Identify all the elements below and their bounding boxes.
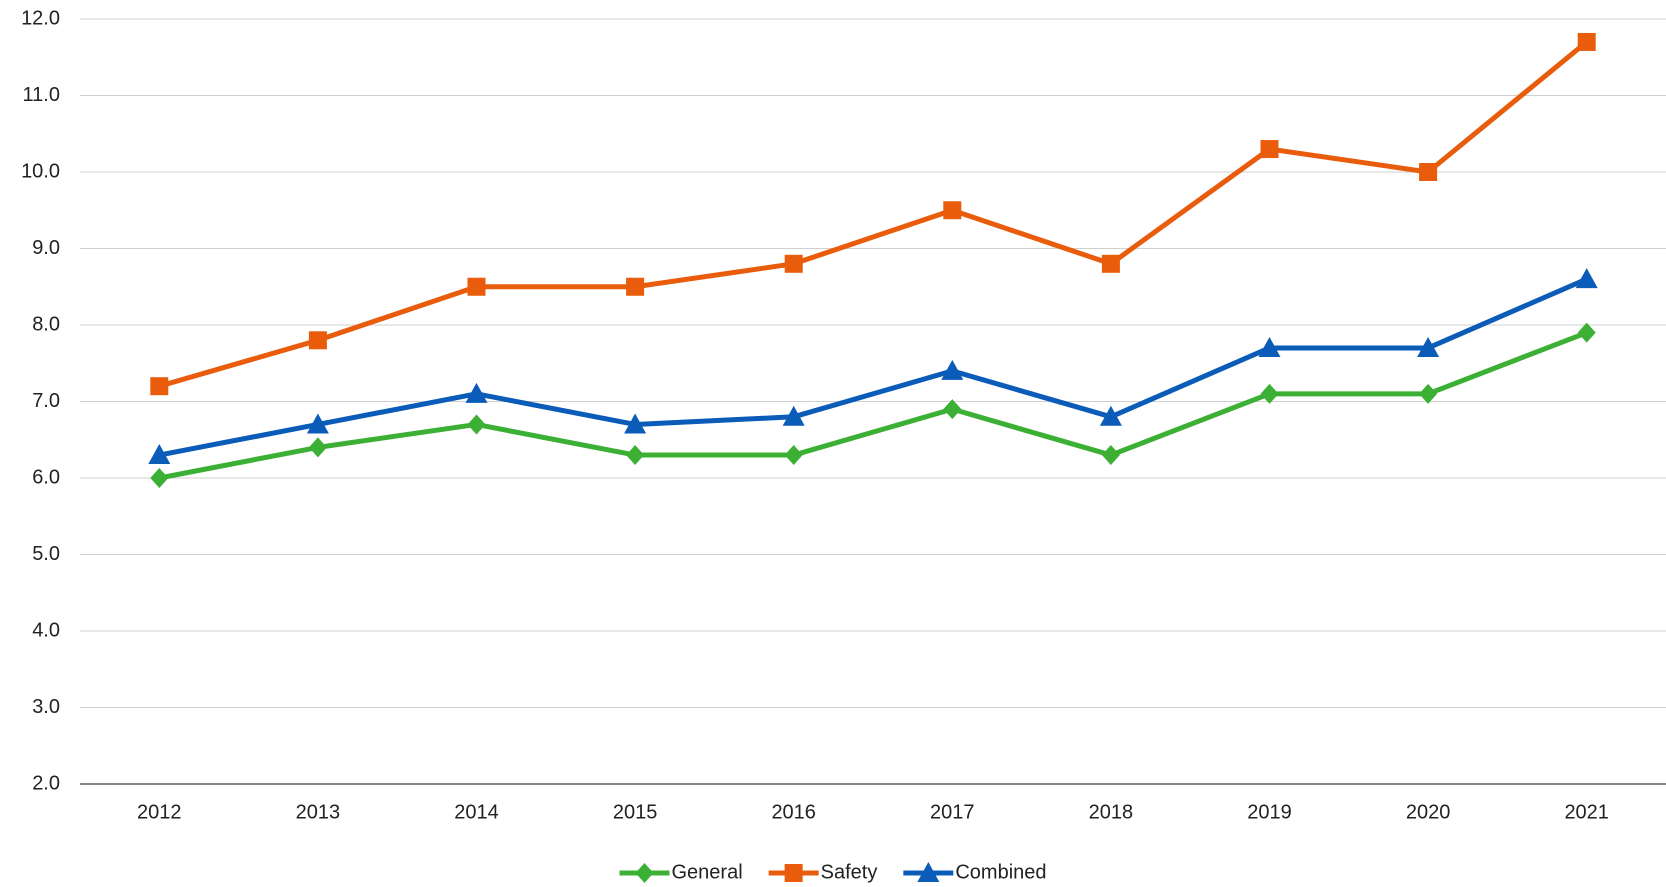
data-point [784,254,803,273]
data-point [465,382,488,403]
y-tick-label: 2.0 [32,772,60,794]
data-point [1577,32,1596,51]
y-tick-label: 4.0 [32,619,60,641]
x-tick-label: 2015 [613,801,658,823]
data-point [308,437,327,458]
data-point [308,331,327,350]
data-point [941,359,964,380]
data-point [150,377,169,396]
y-tick-label: 3.0 [32,696,60,718]
data-point [148,444,171,465]
data-point [150,468,169,488]
x-tick-label: 2013 [296,801,341,823]
data-point [626,445,645,466]
legend-marker [784,864,803,882]
y-tick-label: 5.0 [32,543,60,565]
data-point [467,277,486,296]
data-point [943,399,962,420]
data-point [784,445,803,466]
data-point [1419,383,1438,404]
x-tick-label: 2019 [1247,801,1292,823]
data-point [626,277,645,296]
x-tick-label: 2012 [137,801,182,823]
y-tick-label: 9.0 [32,237,60,259]
data-point [306,413,329,434]
series-line [158,276,1588,458]
data-point [1099,405,1122,426]
legend-marker [635,863,654,883]
x-tick-label: 2014 [454,801,499,823]
data-point [1577,322,1596,343]
data-point [1419,163,1438,181]
data-point [1260,140,1279,159]
y-tick-label: 6.0 [32,466,60,488]
data-point [624,413,647,434]
data-point [1417,336,1440,357]
data-point [1101,445,1120,466]
legend-marker [917,862,940,882]
y-tick-label: 12.0 [21,7,60,29]
series-line [158,40,1589,389]
data-point [467,414,486,435]
data-point [943,201,962,220]
data-point [1260,383,1279,404]
data-point [1258,336,1281,357]
legend-label: Safety [821,861,878,883]
data-point [1101,254,1120,273]
legend-label: Combined [955,861,1046,883]
series-line [158,330,1588,481]
x-tick-label: 2016 [771,801,816,823]
x-tick-label: 2018 [1089,801,1134,823]
y-tick-label: 7.0 [32,390,60,412]
x-tick-label: 2020 [1406,801,1451,823]
y-tick-label: 11.0 [23,84,60,106]
x-tick-label: 2021 [1564,801,1609,823]
y-tick-label: 8.0 [32,313,60,335]
x-tick-label: 2017 [930,801,975,823]
data-point [782,405,805,426]
legend-label: General [671,861,742,883]
data-point [1575,268,1598,289]
y-tick-label: 10.0 [21,160,60,182]
